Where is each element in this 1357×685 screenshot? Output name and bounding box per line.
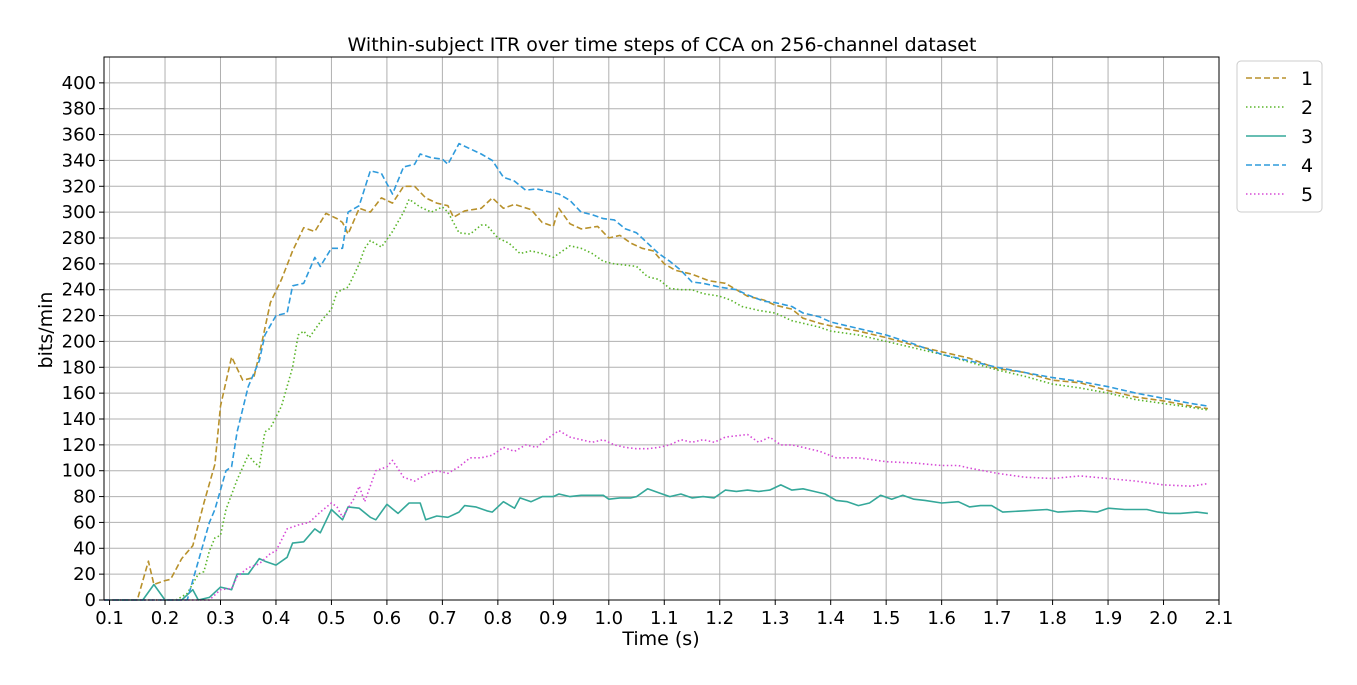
- legend-label-4: 4: [1301, 155, 1313, 177]
- legend-label-1: 1: [1301, 68, 1313, 90]
- y-tick-label: 100: [62, 461, 96, 482]
- x-tick-label: 1.7: [983, 608, 1012, 629]
- x-tick-label: 2.1: [1205, 608, 1234, 629]
- x-tick-label: 0.6: [373, 608, 402, 629]
- y-tick-label: 360: [62, 125, 96, 146]
- x-tick-label: 1.3: [761, 608, 790, 629]
- y-tick-label: 380: [62, 99, 96, 120]
- y-tick-label: 40: [73, 538, 96, 559]
- series-line-4: [104, 142, 1209, 601]
- series-lines: [104, 142, 1209, 601]
- y-tick-label: 20: [73, 564, 96, 585]
- y-axis-label: bits/min: [35, 292, 57, 369]
- x-tick-label: 0.1: [95, 608, 124, 629]
- x-tick-label: 1.9: [1094, 608, 1123, 629]
- x-tick-label: 1.2: [705, 608, 734, 629]
- y-tick-label: 160: [62, 383, 96, 404]
- y-tick-label: 280: [62, 228, 96, 249]
- x-tick-label: 2.0: [1149, 608, 1178, 629]
- chart-title: Within-subject ITR over time steps of CC…: [348, 34, 977, 56]
- series-line-1: [104, 185, 1209, 601]
- y-tick-label: 80: [73, 487, 96, 508]
- y-tick-label: 400: [62, 73, 96, 94]
- x-tick-label: 1.1: [650, 608, 679, 629]
- plot-frame: [103, 56, 1220, 601]
- y-tick-label: 200: [62, 331, 96, 352]
- x-tick-label: 0.4: [262, 608, 291, 629]
- y-tick-label: 140: [62, 409, 96, 430]
- x-tick-label: 0.9: [539, 608, 568, 629]
- x-tick-label: 1.4: [816, 608, 845, 629]
- y-tick-label: 340: [62, 150, 96, 171]
- x-tick-label: 1.8: [1038, 608, 1067, 629]
- legend-label-2: 2: [1301, 97, 1313, 119]
- y-tick-label: 240: [62, 280, 96, 301]
- legend-label-5: 5: [1301, 184, 1313, 206]
- x-tick-label: 0.3: [206, 608, 235, 629]
- y-tick-label: 120: [62, 435, 96, 456]
- x-tick-label: 1.0: [594, 608, 623, 629]
- y-tick-label: 300: [62, 202, 96, 223]
- y-tick-label: 60: [73, 512, 96, 533]
- x-tick-label: 0.7: [428, 608, 457, 629]
- x-tick-label: 1.6: [927, 608, 956, 629]
- x-tick-label: 0.2: [151, 608, 180, 629]
- y-tick-label: 260: [62, 254, 96, 275]
- y-tick-label: 320: [62, 176, 96, 197]
- x-axis-label: Time (s): [621, 628, 699, 650]
- series-line-5: [104, 429, 1209, 601]
- grid: [104, 57, 1220, 601]
- y-tick-label: 220: [62, 306, 96, 327]
- legend-label-3: 3: [1301, 126, 1313, 148]
- y-tick-label: 180: [62, 357, 96, 378]
- y-tick-label: 0: [85, 590, 96, 611]
- x-axis-ticks: 0.1 0.2 0.3 0.4 0.5 0.6 0.7 0.8 0.9 1.0 1.1 1.2 1.3 1…: [95, 600, 1233, 629]
- y-axis-ticks: 0 20 40 60 80 100 120 140 160 180 200 220 240 260 280 3…: [62, 73, 104, 611]
- legend: 1 2 3 4 5: [1236, 60, 1323, 213]
- x-tick-label: 0.8: [484, 608, 513, 629]
- x-tick-label: 0.5: [317, 608, 346, 629]
- series-line-3: [104, 484, 1208, 601]
- x-tick-label: 1.5: [872, 608, 901, 629]
- series-line-2: [104, 198, 1209, 601]
